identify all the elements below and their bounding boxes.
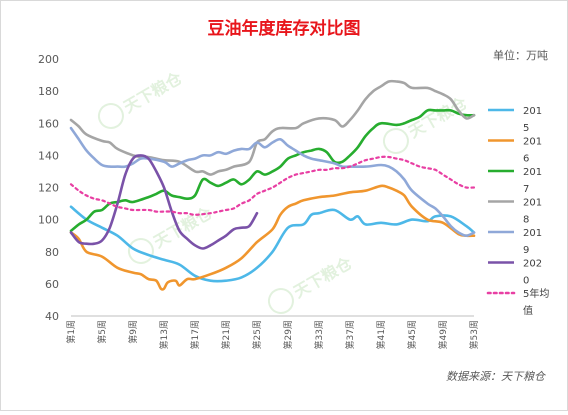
watermark-logo-icon — [127, 238, 154, 264]
legend-label: 201 7 — [523, 167, 542, 195]
x-tick-label: 第45周 — [406, 320, 418, 349]
legend-label: 201 9 — [523, 228, 542, 256]
series-line-2017 — [69, 108, 476, 233]
y-tick-label: 60 — [45, 278, 59, 291]
x-tick-label: 第9周 — [127, 320, 139, 344]
legend-item: 201 8 — [488, 198, 542, 226]
x-tick-label: 第49周 — [437, 320, 449, 349]
x-tick-label: 第37周 — [344, 320, 356, 349]
watermark-logo-icon — [382, 128, 409, 154]
chart-title: 豆油年度库存对比图 — [208, 18, 361, 39]
x-tick-label: 第41周 — [375, 320, 387, 349]
legend-item: 5年均值 — [486, 287, 549, 317]
watermark-logo-icon — [267, 288, 294, 314]
series-line-5年均值 — [69, 155, 476, 216]
legend-label: 5年均值 — [523, 287, 549, 317]
x-tick-label: 第13周 — [158, 320, 170, 349]
x-tick-label: 第1周 — [65, 320, 77, 344]
series-line-2020 — [69, 154, 259, 250]
legend-item: 201 9 — [488, 228, 542, 256]
y-tick-label: 100 — [38, 214, 59, 227]
y-axis-ticks: 40 60 80 100 120 140 160 180 200 — [38, 53, 59, 323]
source-label: 数据来源：天下粮仓 — [446, 370, 546, 383]
legend-item: 201 6 — [488, 137, 542, 165]
x-tick-label: 第33周 — [313, 320, 325, 349]
y-tick-label: 120 — [38, 182, 59, 195]
series-line-2018 — [69, 79, 476, 176]
y-tick-label: 200 — [38, 53, 59, 66]
x-tick-label: 第25周 — [251, 320, 263, 349]
y-tick-label: 160 — [38, 117, 59, 130]
unit-label: 单位：万吨 — [493, 48, 548, 62]
series-line-2015 — [69, 205, 476, 283]
legend-label: 201 5 — [523, 106, 542, 134]
series-line-2019 — [69, 126, 476, 237]
legend-label: 202 0 — [523, 259, 542, 287]
x-tick-label: 第17周 — [189, 320, 201, 349]
x-tick-label: 第53周 — [468, 320, 480, 349]
watermark-logo-icon — [97, 103, 124, 129]
y-tick-label: 40 — [45, 310, 59, 323]
legend-label: 201 6 — [523, 137, 542, 165]
legend-label: 201 8 — [523, 198, 542, 226]
x-tick-label: 第21周 — [220, 320, 232, 349]
y-tick-label: 80 — [45, 246, 59, 259]
series-group — [69, 79, 476, 291]
y-tick-label: 140 — [38, 149, 59, 162]
legend-item: 202 0 — [488, 259, 542, 287]
series-line-2016 — [69, 184, 476, 291]
x-tick-label: 第5周 — [96, 320, 108, 344]
legend-item: 201 5 — [488, 106, 542, 134]
x-axis-ticks: 第1周 第5周 第9周 第13周 第17周 第21周 第25周 第29周 第33周 第37周 第41… — [65, 320, 480, 349]
x-tick-label: 第29周 — [282, 320, 294, 349]
y-tick-label: 180 — [38, 85, 59, 98]
legend-item: 201 7 — [488, 167, 542, 195]
